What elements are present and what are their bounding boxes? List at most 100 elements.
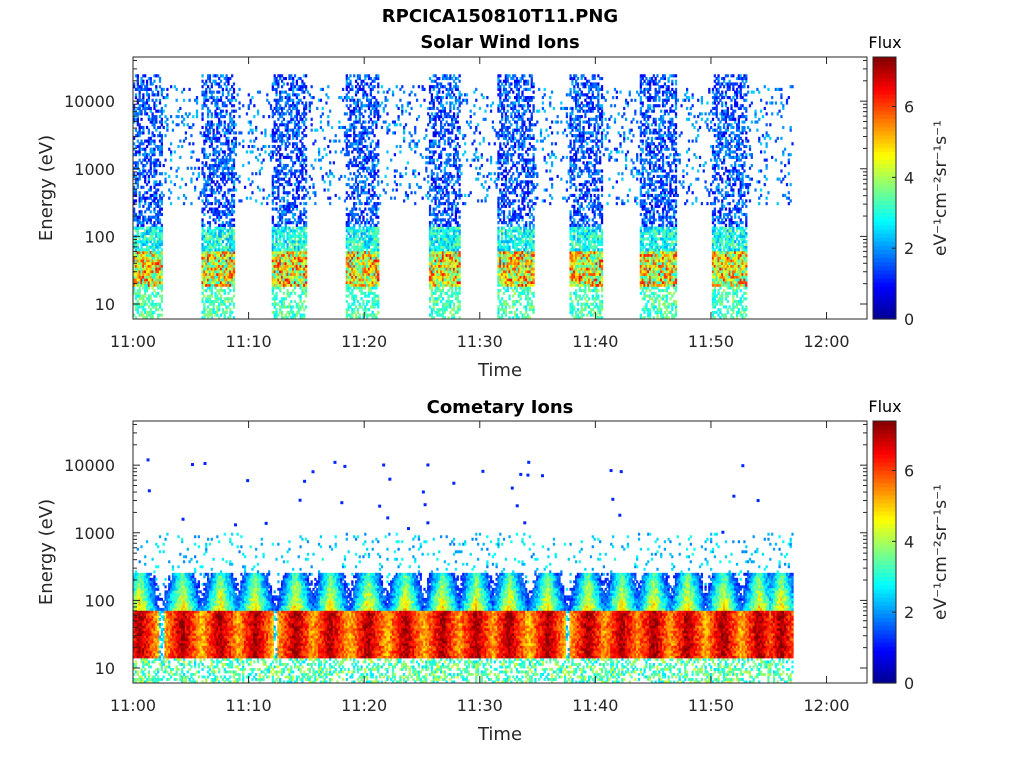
heatmap-cell xyxy=(375,107,377,110)
heatmap-cell xyxy=(394,180,396,183)
heatmap-cell xyxy=(218,153,220,156)
heatmap-cell xyxy=(322,178,324,181)
heatmap-cell xyxy=(290,74,292,77)
heatmap-cell xyxy=(220,80,222,83)
heatmap-cell xyxy=(386,183,388,186)
heatmap-cell xyxy=(164,115,166,118)
heatmap-cell xyxy=(198,197,200,200)
heatmap-cell xyxy=(429,91,431,94)
heatmap-cell xyxy=(357,175,359,178)
heatmap-cell xyxy=(233,194,235,197)
heatmap-cell xyxy=(370,145,372,148)
heatmap-cell xyxy=(270,104,272,107)
heatmap-cell xyxy=(333,161,335,164)
heatmap-cell xyxy=(372,180,374,183)
heatmap-cell xyxy=(431,156,433,159)
heatmap-cell xyxy=(157,308,159,311)
heatmap-cell xyxy=(309,93,311,96)
heatmap-cell xyxy=(359,194,361,197)
heatmap-cell xyxy=(386,91,388,94)
heatmap-cell xyxy=(142,194,144,197)
heatmap-cell xyxy=(298,183,300,186)
heatmap-cell xyxy=(224,210,226,213)
heatmap-cell xyxy=(216,180,218,183)
heatmap-cell xyxy=(305,85,307,88)
heatmap-cell xyxy=(375,235,377,238)
heatmap-cell xyxy=(364,208,366,211)
heatmap-cell xyxy=(412,85,414,88)
heatmap-cell xyxy=(348,96,350,99)
heatmap-cell xyxy=(372,129,374,132)
heatmap-cell xyxy=(373,191,375,194)
heatmap-cell xyxy=(373,167,375,170)
heatmap-cell xyxy=(214,172,216,175)
heatmap-cell xyxy=(359,314,361,317)
heatmap-cell xyxy=(179,140,181,143)
heatmap-cell xyxy=(372,210,374,213)
heatmap-cell xyxy=(377,77,379,80)
heatmap-cell xyxy=(351,145,353,148)
heatmap-cell xyxy=(155,104,157,107)
heatmap-cell xyxy=(238,115,240,118)
heatmap-cell xyxy=(357,232,359,235)
heatmap-cell xyxy=(351,88,353,91)
heatmap-cell xyxy=(416,145,418,148)
heatmap-cell xyxy=(137,120,139,123)
heatmap-cell xyxy=(440,169,442,172)
heatmap-cell xyxy=(325,172,327,175)
heatmap-cell xyxy=(412,172,414,175)
heatmap-cell xyxy=(370,91,372,94)
heatmap-cell xyxy=(362,134,364,137)
heatmap-cell xyxy=(151,314,153,317)
heatmap-cell xyxy=(370,142,372,145)
heatmap-cell xyxy=(207,107,209,110)
heatmap-cell xyxy=(213,175,215,178)
heatmap-cell xyxy=(139,96,141,99)
heatmap-cell xyxy=(231,197,233,200)
heatmap-cell xyxy=(360,123,362,126)
heatmap-cell xyxy=(135,153,137,156)
heatmap-cell xyxy=(231,178,233,181)
heatmap-cell xyxy=(183,99,185,102)
heatmap-cell xyxy=(322,175,324,178)
heatmap-cell xyxy=(298,159,300,162)
heatmap-cell xyxy=(139,218,141,221)
heatmap-cell xyxy=(159,305,161,308)
heatmap-cell xyxy=(153,186,155,189)
heatmap-cell xyxy=(353,308,355,311)
heatmap-cell xyxy=(299,140,301,143)
heatmap-cell xyxy=(225,197,227,200)
heatmap-cell xyxy=(287,110,289,113)
heatmap-cell xyxy=(216,104,218,107)
heatmap-cell xyxy=(225,74,227,77)
heatmap-cell xyxy=(434,140,436,143)
heatmap-cell xyxy=(288,232,290,235)
heatmap-cell xyxy=(377,101,379,104)
heatmap-cell xyxy=(194,188,196,191)
heatmap-cell xyxy=(233,224,235,227)
heatmap-cell xyxy=(373,85,375,88)
heatmap-cell xyxy=(225,180,227,183)
heatmap-cell xyxy=(170,153,172,156)
heatmap-cell xyxy=(188,99,190,102)
heatmap-cell xyxy=(364,153,366,156)
heatmap-cell xyxy=(429,208,431,211)
heatmap-cell xyxy=(298,188,300,191)
heatmap-cell xyxy=(301,131,303,134)
heatmap-cell xyxy=(359,172,361,175)
heatmap-cell xyxy=(305,104,307,107)
heatmap-cell xyxy=(360,305,362,308)
heatmap-cell xyxy=(368,300,370,303)
heatmap-cell xyxy=(294,243,296,246)
heatmap-cell xyxy=(434,134,436,137)
heatmap-cell xyxy=(377,262,379,265)
heatmap-cell xyxy=(346,300,348,303)
heatmap-cell xyxy=(305,159,307,162)
heatmap-cell xyxy=(224,101,226,104)
heatmap-cell xyxy=(281,142,283,145)
heatmap-cell xyxy=(218,118,220,121)
heatmap-cell xyxy=(305,126,307,129)
heatmap-cell xyxy=(275,123,277,126)
heatmap-cell xyxy=(203,295,205,298)
heatmap-cell xyxy=(222,129,224,132)
